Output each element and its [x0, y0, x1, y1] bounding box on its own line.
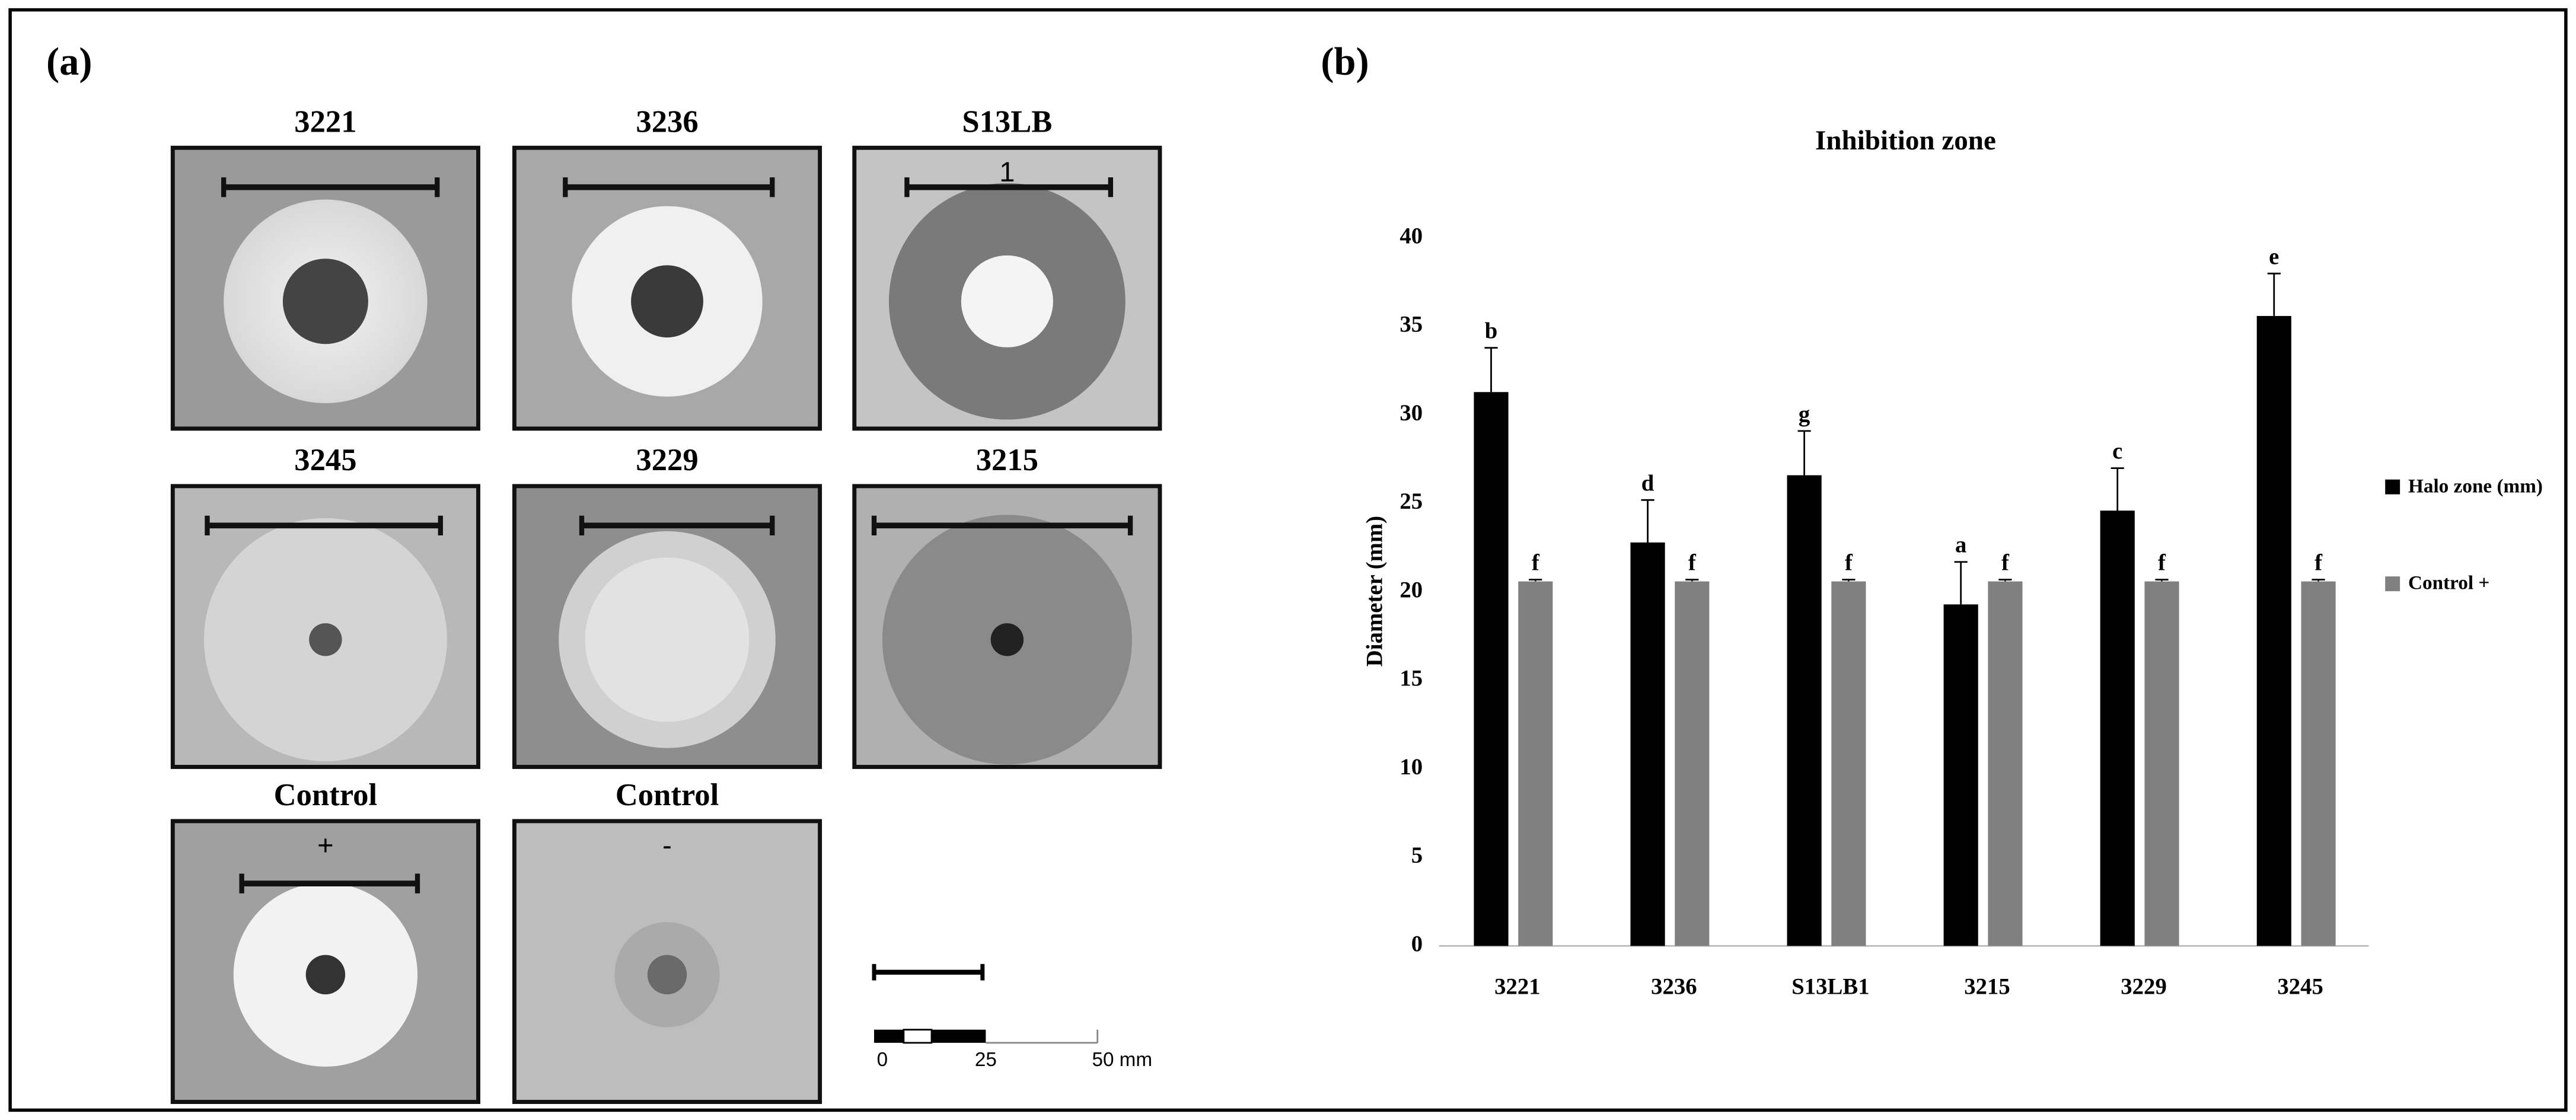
plate-title: 3245 — [294, 443, 356, 477]
plate-mark: 1 — [999, 156, 1015, 187]
bar — [2100, 510, 2135, 946]
legend-swatch — [2385, 576, 2400, 592]
bar — [2144, 581, 2179, 946]
chart-title: Inhibition zone — [1815, 125, 1996, 156]
bar — [2256, 315, 2291, 946]
y-tick-label: 10 — [1399, 754, 1423, 780]
panel-label: (a) — [46, 40, 93, 84]
bar — [1831, 581, 1866, 946]
scale-block — [874, 1029, 904, 1043]
scale-block — [903, 1029, 933, 1044]
scale-label: 25 — [975, 1049, 997, 1071]
plate-title: 3229 — [636, 443, 698, 477]
plate-title: 3215 — [976, 443, 1038, 477]
panel-label: (b) — [1321, 40, 1369, 84]
x-tick-label: 3215 — [1964, 974, 2010, 999]
bar — [1630, 542, 1665, 946]
significance-letter: f — [2001, 550, 2010, 576]
colony — [309, 623, 342, 656]
bar — [1474, 392, 1509, 946]
significance-letter: e — [2269, 244, 2279, 269]
significance-letter: g — [1799, 401, 1810, 427]
bar — [1675, 581, 1710, 946]
bar — [1787, 475, 1822, 946]
legend-label: Control + — [2408, 572, 2489, 594]
y-tick-label: 5 — [1411, 843, 1423, 868]
y-tick-label: 15 — [1399, 666, 1423, 691]
colony — [647, 955, 687, 995]
colony — [961, 255, 1053, 347]
legend-label: Halo zone (mm) — [2408, 475, 2543, 497]
significance-letter: a — [1955, 532, 1966, 558]
x-tick-label: S13LB1 — [1791, 974, 1869, 999]
scale-label: 0 — [877, 1049, 888, 1071]
plate-title: 3221 — [294, 105, 356, 139]
scale-label: 50 mm — [1092, 1049, 1152, 1071]
significance-letter: f — [2158, 550, 2166, 576]
x-tick-label: 3229 — [2121, 974, 2167, 999]
bar — [1988, 581, 2023, 946]
plate-mark: + — [317, 829, 333, 861]
colony — [305, 955, 346, 995]
bar — [1518, 581, 1553, 946]
y-tick-label: 40 — [1399, 224, 1423, 249]
significance-letter: f — [1688, 550, 1697, 576]
x-tick-label: 3221 — [1494, 974, 1541, 999]
colony — [282, 259, 368, 344]
plate-title: 3236 — [636, 105, 698, 139]
y-axis-label: Diameter (mm) — [1362, 516, 1387, 666]
y-tick-label: 20 — [1399, 577, 1423, 602]
scale-block — [931, 1029, 986, 1043]
significance-letter: f — [2314, 550, 2323, 576]
bar — [2301, 581, 2336, 946]
significance-letter: f — [1532, 550, 1540, 576]
y-tick-label: 35 — [1399, 312, 1423, 337]
bar — [1943, 604, 1978, 946]
colony — [585, 557, 750, 722]
x-tick-label: 3236 — [1651, 974, 1697, 999]
significance-letter: b — [1485, 318, 1498, 344]
plate-title: Control — [616, 778, 719, 812]
legend-swatch — [2385, 479, 2400, 494]
colony — [990, 623, 1024, 656]
significance-letter: f — [1845, 550, 1853, 576]
x-tick-label: 3245 — [2277, 974, 2323, 999]
y-tick-label: 0 — [1411, 931, 1423, 956]
plate-title: S13LB — [962, 105, 1052, 139]
significance-letter: c — [2112, 439, 2122, 464]
y-tick-label: 25 — [1399, 489, 1423, 514]
colony — [631, 265, 703, 338]
plate-title: Control — [274, 778, 377, 812]
y-tick-label: 30 — [1399, 400, 1423, 426]
plate-mark: - — [662, 829, 672, 861]
significance-letter: d — [1641, 470, 1654, 496]
